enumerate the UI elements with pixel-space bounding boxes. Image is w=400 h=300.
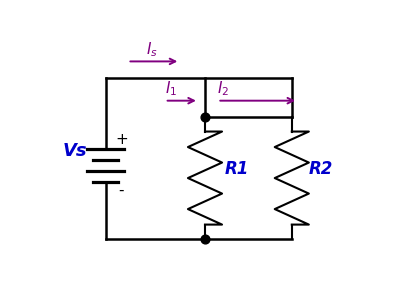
Text: -: -	[118, 183, 124, 198]
Text: $\mathit{I_2}$: $\mathit{I_2}$	[218, 80, 230, 98]
Text: R2: R2	[309, 160, 333, 178]
Text: Vs: Vs	[62, 142, 87, 160]
Text: $\mathit{I_s}$: $\mathit{I_s}$	[146, 40, 158, 59]
Text: +: +	[115, 132, 128, 147]
Point	[202, 237, 208, 242]
Text: $\mathit{I_1}$: $\mathit{I_1}$	[165, 80, 177, 98]
Point	[202, 114, 208, 119]
Text: R1: R1	[225, 160, 250, 178]
